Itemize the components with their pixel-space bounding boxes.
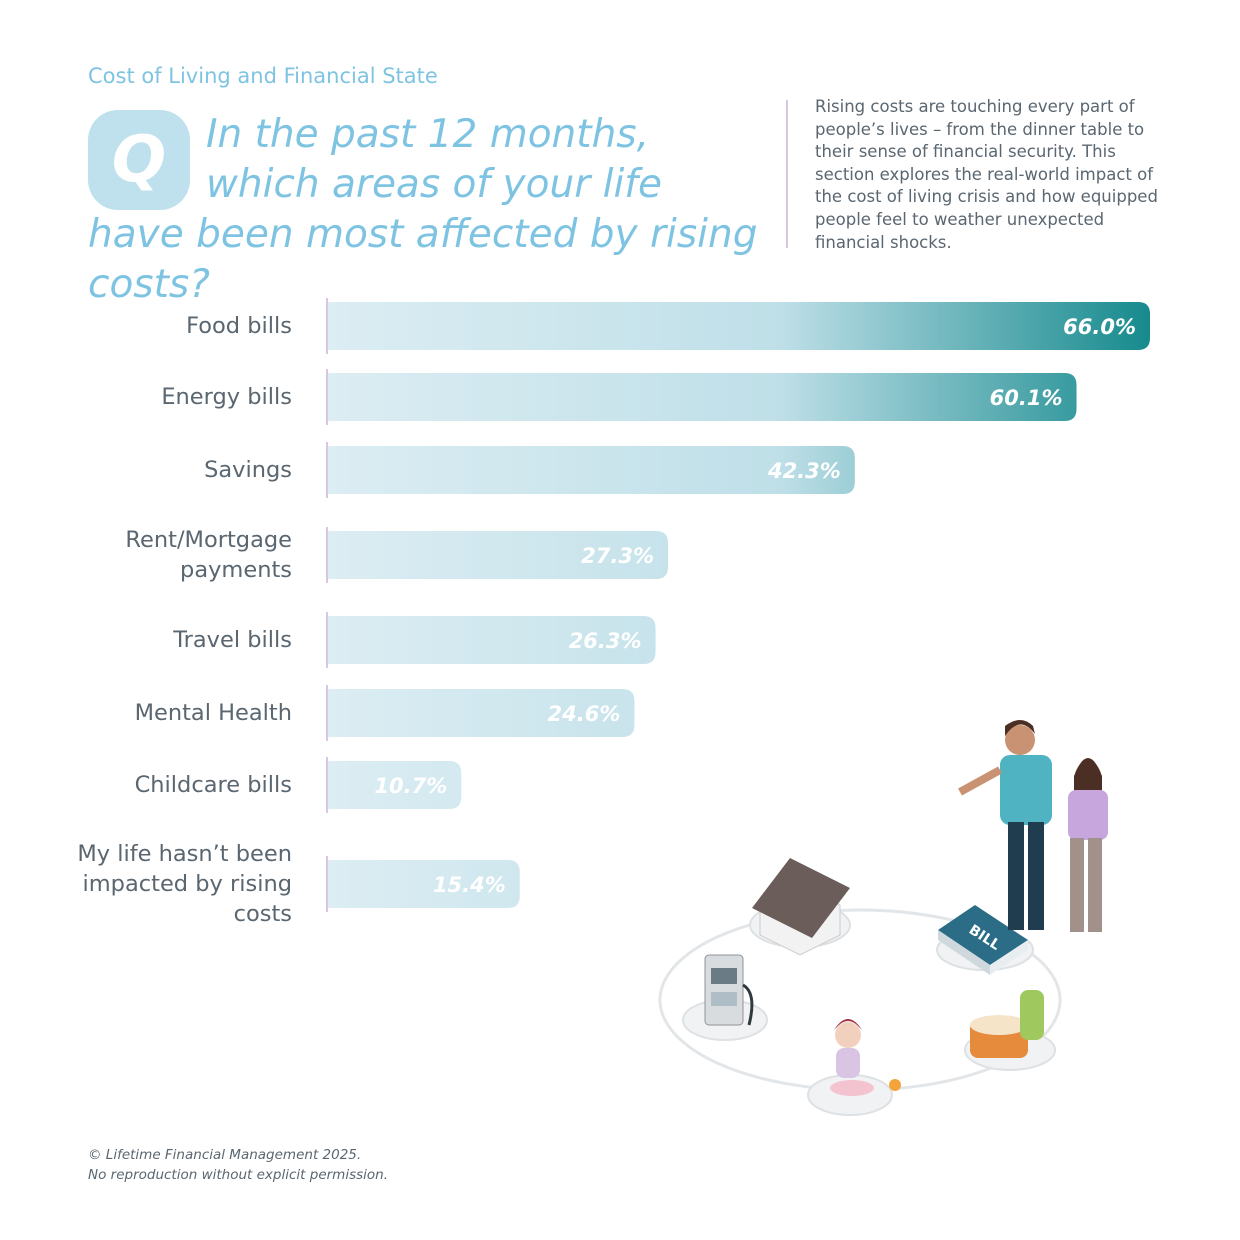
category-label: Childcare bills xyxy=(134,772,292,798)
value-label: 24.6% xyxy=(548,702,621,726)
value-label: 27.3% xyxy=(581,544,654,568)
copyright: © Lifetime Financial Management 2025. xyxy=(88,1147,362,1163)
value-label: 66.0% xyxy=(1063,315,1136,339)
description: Rising costs are touching every part of … xyxy=(815,97,1158,252)
value-label: 15.4% xyxy=(433,873,506,897)
chart-title-block: Q In the past 12 months, which areas of y… xyxy=(88,110,768,310)
category-label: Travel bills xyxy=(173,627,292,653)
category-label: Energy bills xyxy=(161,384,292,410)
value-label: 26.3% xyxy=(569,629,642,653)
category-label: My life hasn’t been impacted by rising c… xyxy=(77,841,292,927)
bar xyxy=(328,860,520,908)
bar xyxy=(328,373,1077,421)
chart-title: In the past 12 months, which areas of yo… xyxy=(88,112,758,307)
category-label: Food bills xyxy=(186,313,292,339)
category-label: Mental Health xyxy=(134,700,292,726)
value-label: 60.1% xyxy=(990,386,1063,410)
illustration: BILL xyxy=(658,720,1108,1116)
bar xyxy=(328,531,669,579)
value-label: 42.3% xyxy=(767,459,841,483)
category-label: Rent/Mortgage payments xyxy=(125,527,292,583)
q-icon: Q xyxy=(88,110,190,210)
bar xyxy=(328,761,462,809)
copyright-note: No reproduction without explicit permiss… xyxy=(88,1167,388,1183)
value-label: 10.7% xyxy=(374,774,447,798)
bar xyxy=(328,302,1150,350)
bar xyxy=(328,616,656,664)
category-label: Savings xyxy=(204,457,292,483)
bar xyxy=(328,689,635,737)
section-label: Cost of Living and Financial State xyxy=(88,64,438,88)
bar xyxy=(328,446,855,494)
